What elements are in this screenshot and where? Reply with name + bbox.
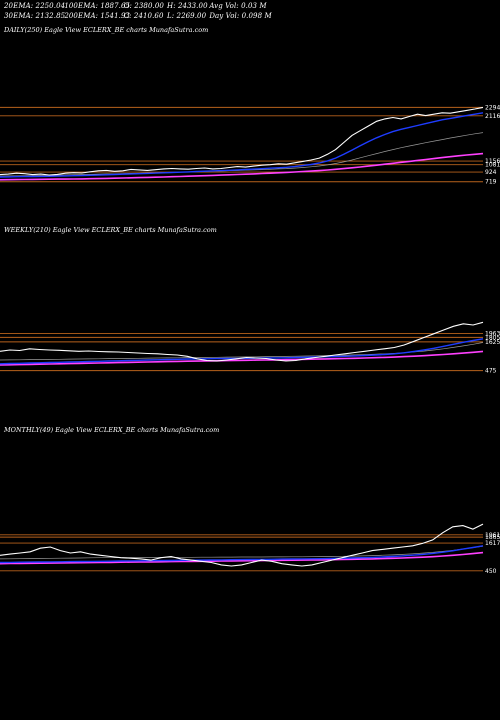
level-label-0-3: 1081 <box>485 162 500 169</box>
series-price-0 <box>0 106 484 176</box>
daily-chart-label: DAILY(250) Eagle View ECLERX_BE charts M… <box>4 26 209 34</box>
series-ema_blue-0 <box>0 112 484 178</box>
level-label-0-5: 719 <box>485 179 497 186</box>
indicator-header-row-2: 30EMA: 2132.85 200EMA: 1541.93 C: 2410.6… <box>4 12 272 20</box>
level-label-1-2: 1625 <box>485 339 500 346</box>
ema200-value: 200EMA: 1541.93 <box>64 12 131 20</box>
series-ema_magenta-1 <box>0 350 484 366</box>
indicator-header-row-1: 20EMA: 2250.04 100EMA: 1887.65 O: 2380.0… <box>4 2 267 10</box>
day-volume-value: Day Vol: 0.098 M <box>209 12 272 20</box>
level-label-1-0: 1963 <box>485 330 500 337</box>
series-ema_blue-2 <box>0 545 484 564</box>
level-label-2-3: 450 <box>485 568 497 575</box>
series-ema_magenta-2 <box>0 551 484 565</box>
avg-volume-value: Avg Vol: 0.03 M <box>209 2 267 10</box>
level-label-2-1: 1865 <box>485 534 500 541</box>
level-label-0-0: 2294 <box>485 104 500 111</box>
ema100-value: 100EMA: 1887.65 <box>64 2 131 10</box>
open-value: O: 2380.00 <box>123 2 164 10</box>
high-value: H: 2433.00 <box>166 2 208 10</box>
weekly-chart-label: WEEKLY(210) Eagle View ECLERX_BE charts … <box>4 226 217 234</box>
series-ema_grey-2 <box>0 545 484 560</box>
ema30-value: 30EMA: 2132.85 <box>4 12 66 20</box>
level-label-0-2: 1156 <box>485 158 500 165</box>
ema20-value: 20EMA: 2250.04 <box>4 2 66 10</box>
series-ema_magenta-0 <box>0 152 484 181</box>
level-label-0-1: 2116 <box>485 113 500 120</box>
level-label-2-2: 1617 <box>485 540 500 547</box>
close-value: C: 2410.60 <box>123 12 164 20</box>
series-price-1 <box>0 321 484 362</box>
level-label-0-4: 924 <box>485 169 497 176</box>
level-label-1-3: 475 <box>485 368 497 375</box>
level-label-2-0: 1961 <box>485 532 500 539</box>
series-price-2 <box>0 523 484 567</box>
low-value: L: 2269.00 <box>166 12 207 20</box>
level-label-1-1: 1805 <box>485 334 500 341</box>
monthly-chart-label: MONTHLY(49) Eagle View ECLERX_BE charts … <box>4 426 220 434</box>
